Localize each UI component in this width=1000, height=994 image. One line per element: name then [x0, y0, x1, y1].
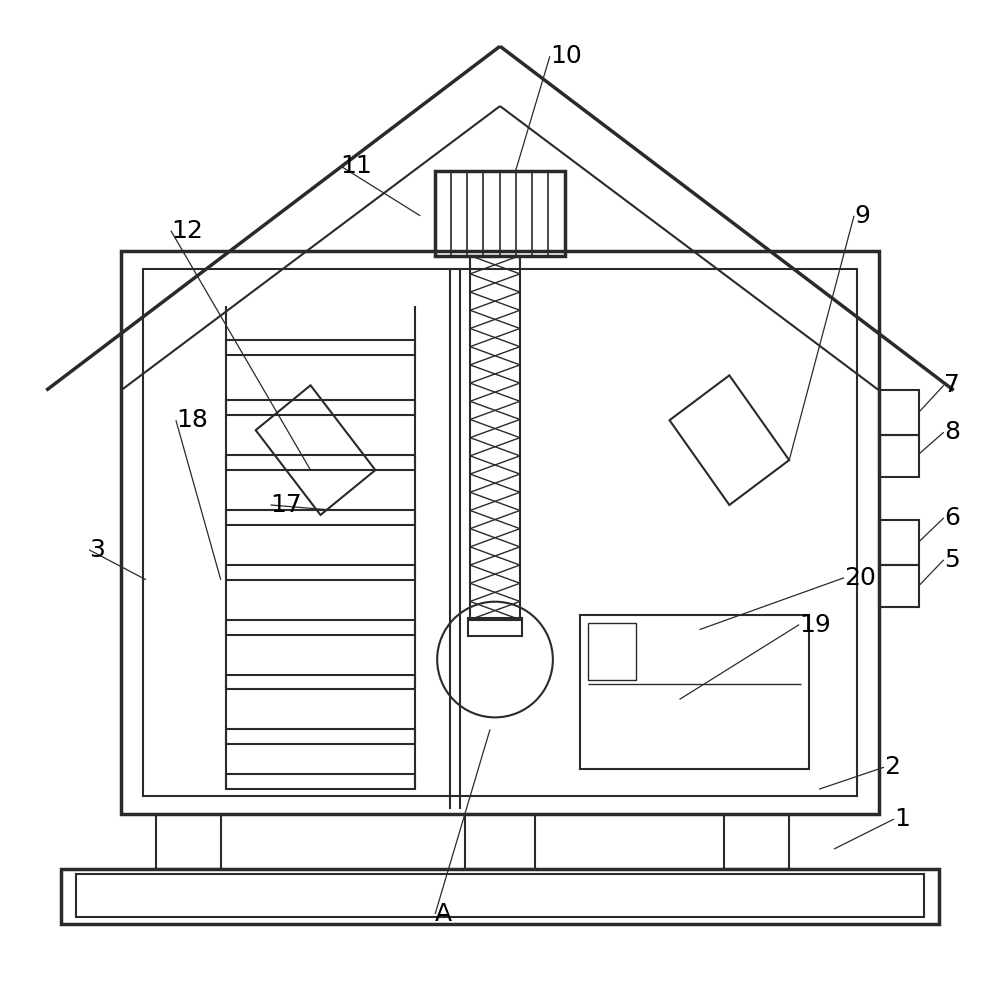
Bar: [226, 401, 415, 415]
Bar: [879, 435, 919, 477]
Text: 11: 11: [340, 154, 372, 178]
Text: 8: 8: [944, 420, 960, 444]
Bar: [879, 565, 919, 606]
Text: 1: 1: [894, 807, 910, 831]
Bar: [121, 250, 879, 814]
Bar: [226, 619, 415, 634]
Text: 6: 6: [944, 506, 960, 530]
Bar: [470, 255, 520, 619]
Bar: [879, 520, 919, 565]
Text: 20: 20: [844, 566, 876, 589]
Bar: [468, 617, 522, 635]
Bar: [156, 814, 221, 869]
Text: A: A: [435, 902, 452, 925]
Text: 3: 3: [89, 538, 105, 562]
Bar: [61, 869, 939, 923]
Text: 19: 19: [799, 612, 831, 636]
Bar: [226, 730, 415, 745]
Bar: [588, 622, 636, 681]
Bar: [76, 874, 924, 916]
Text: 9: 9: [854, 204, 870, 228]
Text: 2: 2: [884, 755, 900, 779]
Bar: [226, 455, 415, 470]
Bar: [226, 774, 415, 789]
Text: 12: 12: [171, 219, 203, 243]
Bar: [465, 814, 535, 869]
Bar: [226, 340, 415, 356]
Text: 5: 5: [944, 548, 960, 572]
Text: 7: 7: [944, 374, 960, 398]
Bar: [226, 675, 415, 690]
Bar: [879, 391, 919, 435]
Text: 17: 17: [271, 493, 302, 517]
Bar: [226, 565, 415, 580]
Text: 18: 18: [176, 409, 208, 432]
Bar: [143, 268, 857, 796]
Bar: [724, 814, 789, 869]
Bar: [226, 510, 415, 525]
Bar: [580, 614, 809, 769]
Bar: [435, 171, 565, 255]
Text: 10: 10: [550, 45, 582, 69]
